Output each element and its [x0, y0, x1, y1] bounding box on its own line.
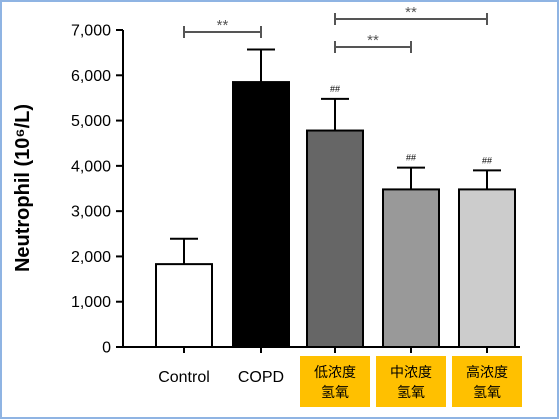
bar-annotation: ##	[482, 155, 492, 165]
y-tick-label: 5,000	[71, 113, 111, 130]
y-tick-label: 1,000	[71, 294, 111, 311]
category-label-highlight	[376, 356, 446, 407]
x-category-label: 氢氧	[321, 385, 349, 401]
axes: 0 1,000 2,000 3,000 4,000 5,000 6,000 7,000	[71, 23, 520, 357]
bar	[306, 129, 364, 348]
y-tick-label: 6,000	[71, 68, 111, 85]
bars: ## ## ##	[155, 48, 516, 348]
significance-label: **	[217, 17, 229, 34]
x-category-label: 氢氧	[473, 385, 501, 401]
y-tick-label: 3,000	[71, 204, 111, 221]
significance-brackets: ** ** **	[183, 4, 488, 53]
category-label-highlight	[300, 356, 370, 407]
x-category-label: Control	[158, 369, 210, 386]
y-axis-label: Neutrophil (10⁶/L)	[12, 104, 34, 272]
y-tick-label: 0	[102, 340, 111, 357]
x-category-label: 高浓度	[466, 364, 508, 381]
y-tick-label: 2,000	[71, 249, 111, 266]
bar	[155, 263, 213, 348]
significance-label: **	[405, 4, 417, 21]
x-category-label: COPD	[238, 369, 284, 386]
x-category-label: 氢氧	[397, 385, 425, 401]
bar	[382, 188, 440, 348]
y-tick-label: 4,000	[71, 158, 111, 175]
bar-annotation: ##	[330, 84, 340, 94]
bar-annotation: ##	[406, 153, 416, 163]
significance-label: **	[367, 32, 379, 49]
x-category-label: 低浓度	[314, 365, 356, 381]
y-tick-label: 7,000	[71, 23, 111, 40]
x-category-label: 中浓度	[390, 365, 432, 381]
category-label-highlight	[452, 356, 522, 407]
bar	[458, 188, 516, 348]
bar	[232, 81, 290, 348]
